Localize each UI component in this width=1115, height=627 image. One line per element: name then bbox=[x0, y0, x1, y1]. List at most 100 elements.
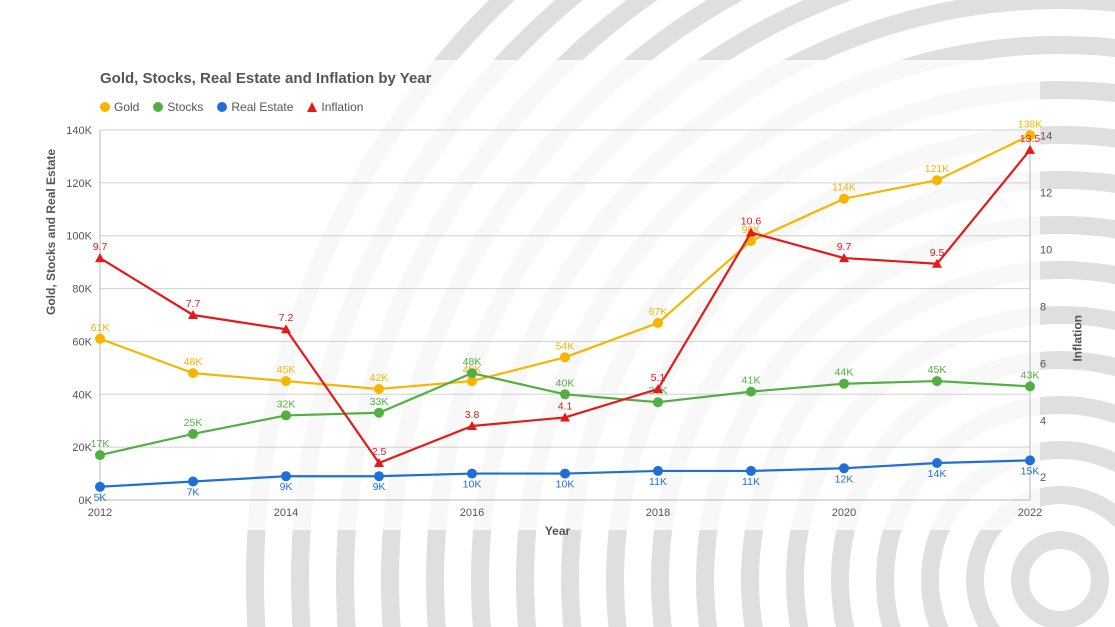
x-axis-label: Year bbox=[0, 524, 1115, 538]
value-label-stocks-2014: 32K bbox=[277, 398, 296, 410]
legend-item-inflation: Inflation bbox=[307, 100, 363, 114]
marker-real estate-2020 bbox=[839, 463, 849, 473]
value-label-stocks-2019: 41K bbox=[742, 375, 761, 387]
legend-label-realestate: Real Estate bbox=[231, 100, 293, 114]
value-label-real estate-2013: 7K bbox=[187, 487, 200, 499]
value-label-inflation-2019: 10.6 bbox=[741, 215, 762, 227]
svg-text:2016: 2016 bbox=[460, 507, 484, 519]
value-label-gold-2020: 114K bbox=[832, 182, 856, 194]
marker-stocks-2022 bbox=[1025, 381, 1035, 391]
value-label-stocks-2016: 48K bbox=[463, 356, 482, 368]
marker-stocks-2016 bbox=[467, 368, 477, 378]
value-label-inflation-2012: 9.7 bbox=[93, 241, 108, 253]
marker-real estate-2019 bbox=[746, 466, 756, 476]
value-label-stocks-2021: 45K bbox=[928, 364, 947, 376]
value-label-stocks-2012: 17K bbox=[91, 438, 110, 450]
marker-real estate-2017 bbox=[560, 469, 570, 479]
value-label-real estate-2021: 14K bbox=[928, 468, 947, 480]
value-label-inflation-2017: 4.1 bbox=[558, 400, 573, 412]
value-label-real estate-2020: 12K bbox=[835, 473, 854, 485]
value-label-real estate-2015: 9K bbox=[373, 481, 386, 493]
value-label-inflation-2015: 2.5 bbox=[372, 446, 387, 458]
svg-text:2: 2 bbox=[1040, 472, 1046, 484]
legend-item-gold: Gold bbox=[100, 100, 139, 114]
value-label-inflation-2021: 9.5 bbox=[930, 247, 945, 259]
svg-text:10: 10 bbox=[1040, 245, 1052, 257]
value-label-real estate-2014: 9K bbox=[280, 481, 293, 493]
marker-stocks-2017 bbox=[560, 389, 570, 399]
marker-gold-2020 bbox=[839, 194, 849, 204]
value-label-gold-2014: 45K bbox=[277, 364, 296, 376]
value-label-real estate-2017: 10K bbox=[556, 479, 575, 491]
marker-inflation-2012 bbox=[95, 253, 105, 262]
legend-tri-inflation bbox=[307, 102, 317, 112]
marker-stocks-2020 bbox=[839, 379, 849, 389]
svg-text:6: 6 bbox=[1040, 358, 1046, 370]
legend-item-realestate: Real Estate bbox=[217, 100, 293, 114]
svg-text:100K: 100K bbox=[66, 231, 92, 243]
value-label-stocks-2017: 40K bbox=[556, 377, 575, 389]
svg-text:60K: 60K bbox=[72, 336, 92, 348]
value-label-stocks-2022: 43K bbox=[1021, 369, 1040, 381]
value-label-stocks-2020: 44K bbox=[835, 367, 854, 379]
y-right-axis-label: Inflation bbox=[1071, 315, 1085, 362]
value-label-real estate-2016: 10K bbox=[463, 479, 482, 491]
value-label-gold-2015: 42K bbox=[370, 372, 389, 384]
marker-stocks-2012 bbox=[95, 450, 105, 460]
y-left-axis-label: Gold, Stocks and Real Estate bbox=[44, 149, 58, 315]
value-label-gold-2018: 67K bbox=[649, 306, 668, 318]
legend-label-inflation: Inflation bbox=[321, 100, 363, 114]
svg-text:80K: 80K bbox=[72, 284, 92, 296]
legend-dot-stocks bbox=[153, 102, 163, 112]
marker-gold-2018 bbox=[653, 318, 663, 328]
marker-stocks-2015 bbox=[374, 408, 384, 418]
marker-real estate-2022 bbox=[1025, 455, 1035, 465]
svg-text:20K: 20K bbox=[72, 442, 92, 454]
value-label-real estate-2018: 11K bbox=[649, 476, 667, 488]
plot-area: 0K20K40K60K80K100K120K140K24681012142012… bbox=[100, 130, 1030, 500]
marker-real estate-2021 bbox=[932, 458, 942, 468]
marker-gold-2012 bbox=[95, 334, 105, 344]
value-label-inflation-2016: 3.8 bbox=[465, 409, 480, 421]
legend-dot-realestate bbox=[217, 102, 227, 112]
value-label-inflation-2018: 5.1 bbox=[651, 372, 666, 384]
svg-text:2022: 2022 bbox=[1018, 507, 1042, 519]
marker-stocks-2018 bbox=[653, 397, 663, 407]
value-label-gold-2017: 54K bbox=[556, 340, 575, 352]
svg-text:40K: 40K bbox=[72, 389, 92, 401]
marker-real estate-2015 bbox=[374, 471, 384, 481]
value-label-inflation-2014: 7.2 bbox=[279, 312, 294, 324]
marker-gold-2015 bbox=[374, 384, 384, 394]
svg-text:14: 14 bbox=[1040, 131, 1052, 143]
value-label-gold-2021: 121K bbox=[925, 163, 950, 175]
value-label-inflation-2013: 7.7 bbox=[186, 298, 201, 310]
legend-item-stocks: Stocks bbox=[153, 100, 203, 114]
svg-text:2018: 2018 bbox=[646, 507, 670, 519]
value-label-gold-2022: 138K bbox=[1018, 118, 1043, 130]
svg-text:140K: 140K bbox=[66, 125, 92, 137]
chart-legend: Gold Stocks Real Estate Inflation bbox=[100, 100, 363, 114]
marker-gold-2014 bbox=[281, 376, 291, 386]
marker-stocks-2019 bbox=[746, 387, 756, 397]
value-label-stocks-2015: 33K bbox=[370, 396, 389, 408]
value-label-stocks-2013: 25K bbox=[184, 417, 203, 429]
legend-dot-gold bbox=[100, 102, 110, 112]
svg-text:2012: 2012 bbox=[88, 507, 112, 519]
value-label-real estate-2019: 11K bbox=[742, 476, 760, 488]
value-label-inflation-2020: 9.7 bbox=[837, 241, 852, 253]
marker-real estate-2018 bbox=[653, 466, 663, 476]
value-label-real estate-2022: 15K bbox=[1021, 465, 1040, 477]
chart-container: Gold, Stocks, Real Estate and Inflation … bbox=[0, 0, 1115, 627]
marker-gold-2021 bbox=[932, 175, 942, 185]
svg-text:0K: 0K bbox=[79, 495, 93, 507]
marker-gold-2013 bbox=[188, 368, 198, 378]
value-label-gold-2012: 61K bbox=[91, 322, 110, 334]
value-label-real estate-2012: 5K bbox=[94, 492, 107, 504]
marker-stocks-2013 bbox=[188, 429, 198, 439]
marker-inflation-2022 bbox=[1025, 145, 1035, 154]
marker-real estate-2016 bbox=[467, 469, 477, 479]
value-label-inflation-2022: 13.5 bbox=[1020, 133, 1041, 145]
marker-stocks-2021 bbox=[932, 376, 942, 386]
svg-text:4: 4 bbox=[1040, 415, 1046, 427]
value-label-gold-2013: 48K bbox=[184, 356, 203, 368]
